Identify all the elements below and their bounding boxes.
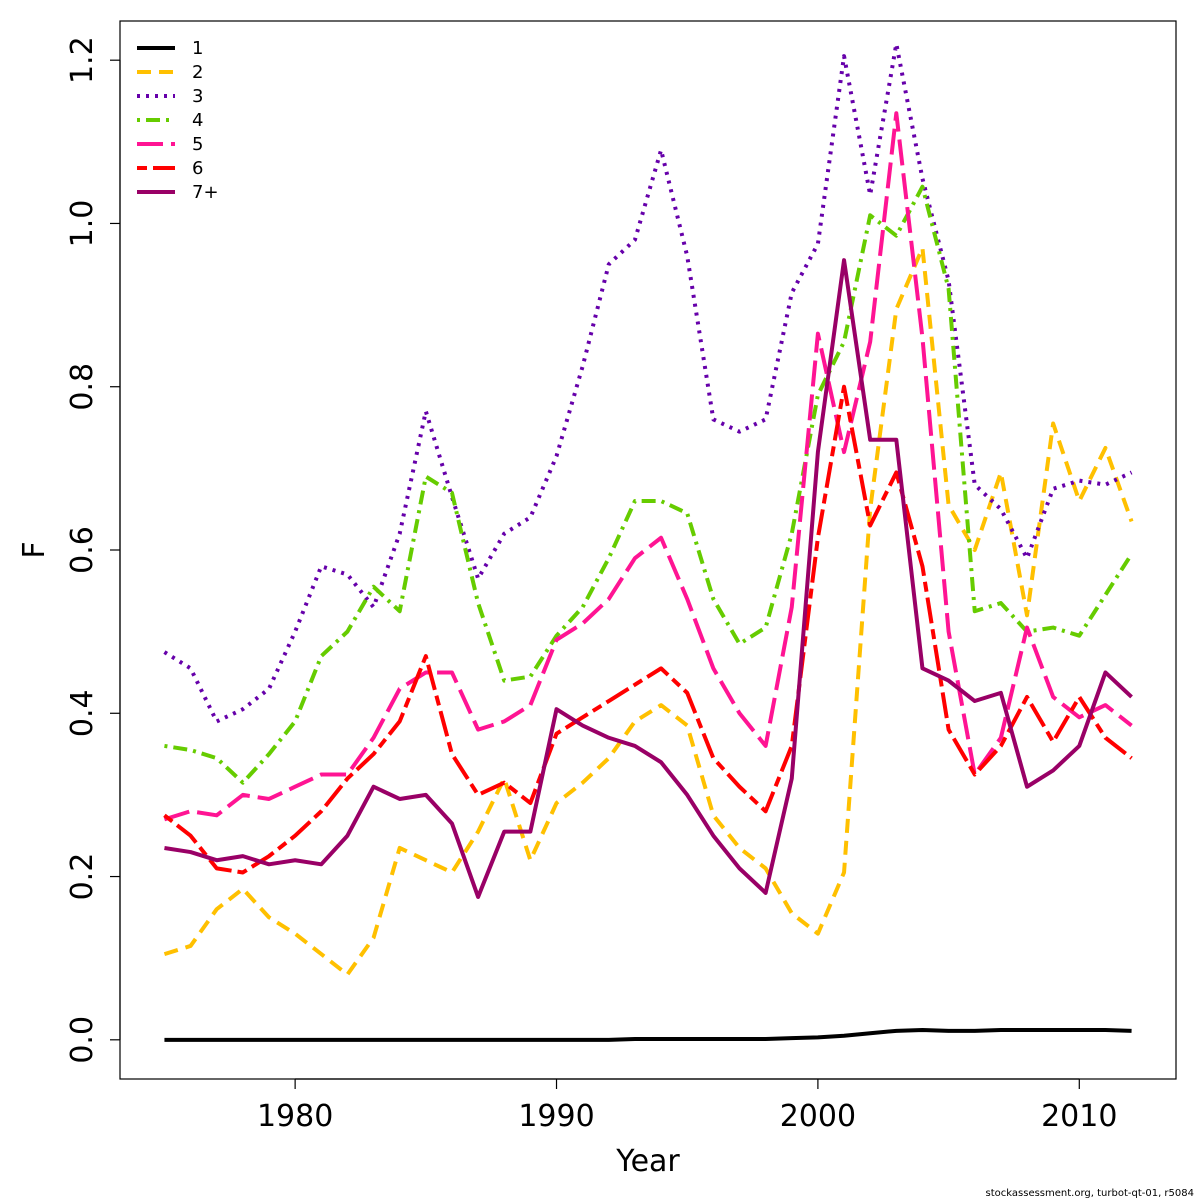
- series-line-5: [163, 111, 1133, 822]
- y-tick-label: 1.2: [65, 36, 100, 84]
- y-tick-label: 0.0: [65, 1016, 100, 1064]
- plot-frame: [119, 20, 1177, 1080]
- legend: 1 2 3 4 5 6 7+: [137, 38, 219, 203]
- series-line-6: [163, 384, 1133, 875]
- series-line-2: [163, 245, 1134, 977]
- y-tick-label: 0.2: [65, 853, 100, 901]
- legend-label: 7+: [192, 182, 219, 203]
- series-line-1: [164, 1028, 1132, 1042]
- series-line-4: [164, 184, 1134, 785]
- legend-label: 5: [192, 134, 203, 155]
- legend-label: 2: [192, 62, 203, 83]
- legend-label: 3: [192, 86, 203, 107]
- y-tick-label: 0.6: [65, 526, 100, 574]
- x-tick-label: 2000: [780, 1099, 856, 1134]
- footer-credit: stockassessment.org, turbot-qt-01, r5084: [986, 1188, 1194, 1199]
- x-axis: 1980 1990 2000 2010: [257, 1078, 1117, 1134]
- x-tick-label: 1990: [518, 1099, 594, 1134]
- legend-label: 1: [192, 38, 203, 59]
- x-tick-label: 1980: [257, 1099, 333, 1134]
- y-axis: 0.0 0.2 0.4 0.6 0.8 1.0 1.2: [65, 36, 121, 1064]
- series-line-3: [163, 41, 1133, 724]
- y-axis-label: F: [17, 541, 52, 558]
- y-tick-label: 0.8: [65, 363, 100, 411]
- legend-label: 4: [192, 110, 203, 131]
- y-tick-label: 0.4: [65, 689, 100, 737]
- legend-label: 6: [192, 158, 203, 179]
- x-tick-label: 2010: [1041, 1099, 1117, 1134]
- y-tick-label: 1.0: [65, 200, 100, 248]
- series-line-7plus: [164, 258, 1133, 899]
- x-axis-label: Year: [615, 1144, 680, 1179]
- series-lines: [163, 41, 1134, 1042]
